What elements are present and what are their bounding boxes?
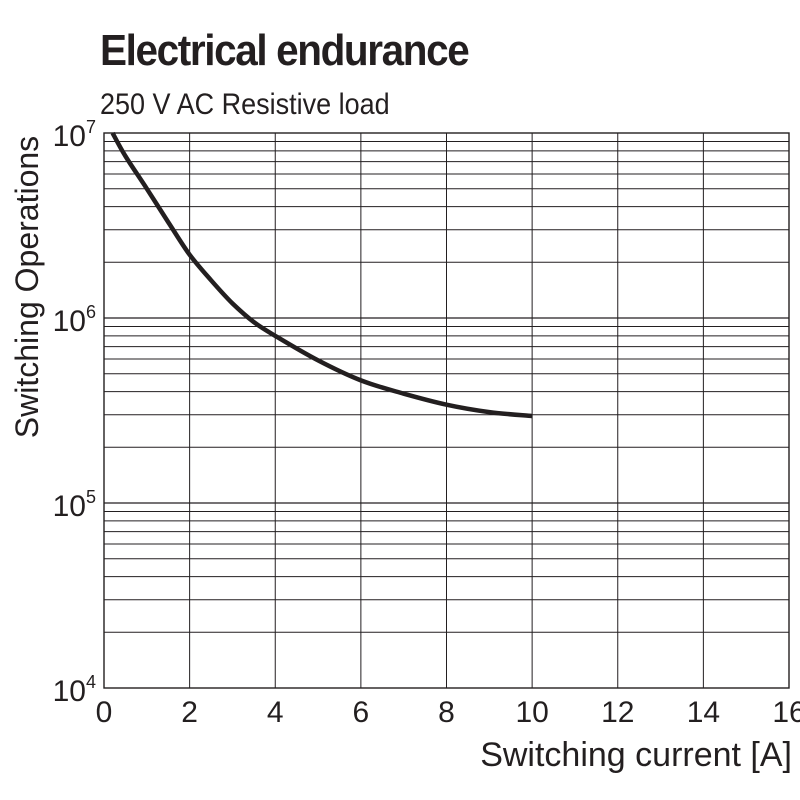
y-axis-label: Switching Operations bbox=[9, 136, 45, 438]
x-tick-label: 10 bbox=[515, 696, 548, 729]
plot-frame bbox=[103, 132, 790, 689]
x-tick-label: 0 bbox=[96, 696, 113, 729]
series-line bbox=[110, 131, 533, 419]
x-tick-label: 6 bbox=[353, 696, 370, 729]
x-tick-label: 14 bbox=[687, 696, 720, 729]
x-tick-label: 12 bbox=[601, 696, 634, 729]
chart-subtitle: 250 V AC Resistive load bbox=[100, 88, 390, 121]
y-tick-label: 105 bbox=[53, 487, 96, 523]
series-layer bbox=[110, 131, 533, 419]
x-axis-label: Switching current [A] bbox=[480, 736, 792, 774]
y-tick-label: 107 bbox=[53, 117, 96, 153]
x-tick-label: 8 bbox=[438, 696, 455, 729]
x-tick-label: 4 bbox=[267, 696, 284, 729]
chart-grid bbox=[104, 133, 789, 688]
y-tick-label: 104 bbox=[53, 672, 96, 708]
x-tick-label: 16 bbox=[772, 696, 800, 729]
chart-title: Electrical endurance bbox=[100, 26, 470, 75]
y-tick-label: 106 bbox=[53, 302, 96, 338]
x-tick-labels: 0 2 4 6 8 10 12 14 16 bbox=[96, 696, 800, 729]
x-tick-label: 2 bbox=[181, 696, 198, 729]
y-tick-labels: 104 105 106 107 bbox=[53, 117, 96, 708]
